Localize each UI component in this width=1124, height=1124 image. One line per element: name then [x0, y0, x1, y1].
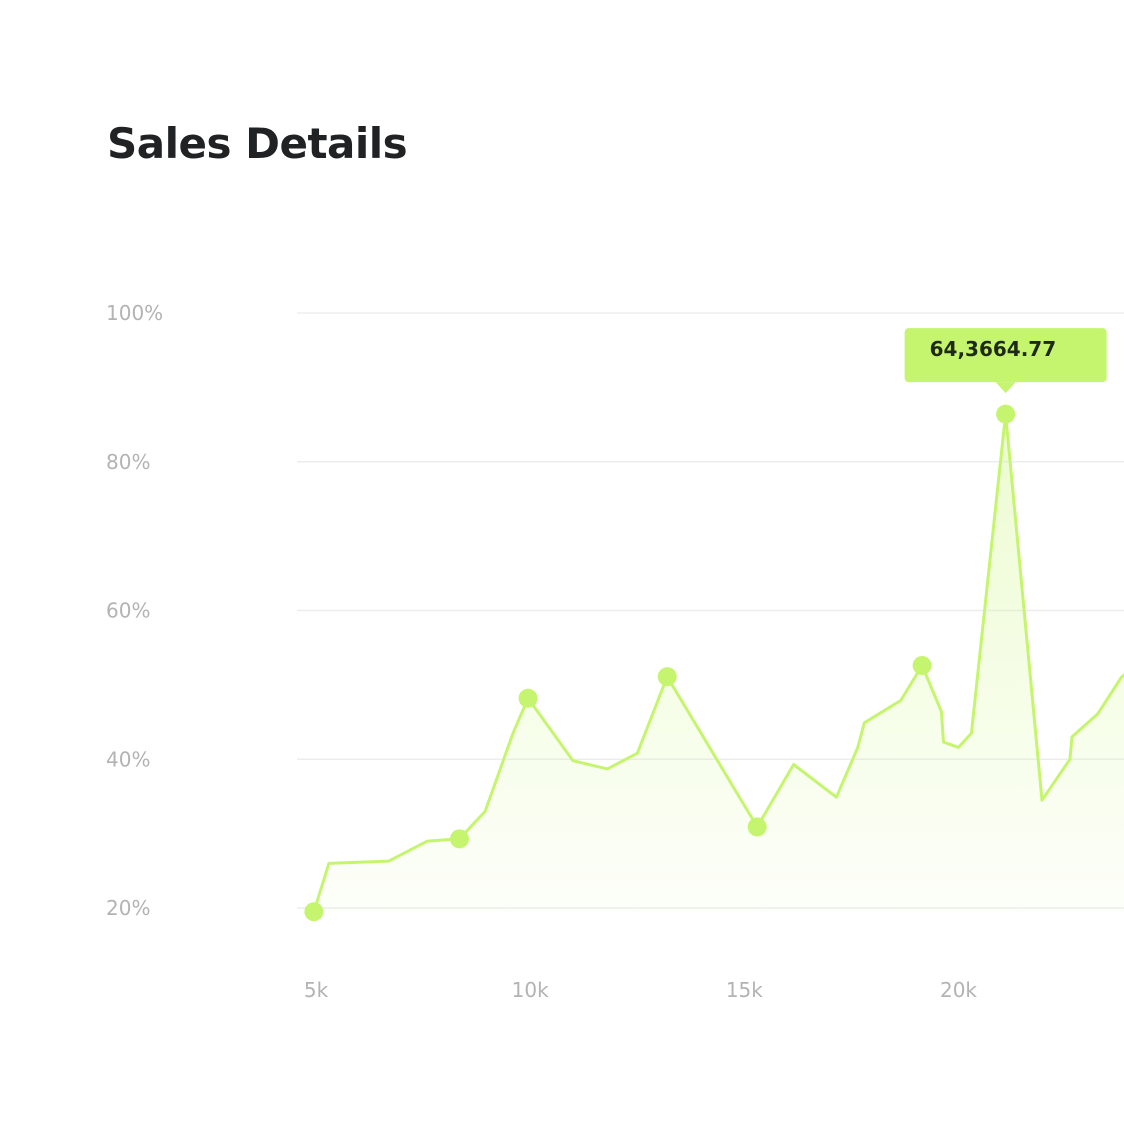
x-axis: 5k 10k 15k 20k	[304, 978, 978, 1002]
data-point[interactable]	[449, 829, 469, 849]
data-point[interactable]	[657, 667, 677, 687]
x-tick-label: 15k	[726, 978, 763, 1002]
y-axis: 20% 40% 60% 80% 100%	[106, 301, 163, 920]
series-sales	[304, 404, 1124, 922]
x-tick-label: 10k	[512, 978, 549, 1002]
y-tick-label: 20%	[106, 896, 150, 920]
data-point[interactable]	[996, 404, 1016, 424]
chart-title: Sales Details	[107, 119, 408, 168]
series-area	[313, 414, 1124, 912]
data-point[interactable]	[747, 817, 767, 837]
y-tick-label: 40%	[106, 747, 150, 771]
tooltip: 64,3664.77	[904, 328, 1107, 394]
tooltip-box	[904, 328, 1107, 383]
y-tick-label: 100%	[106, 301, 163, 325]
y-tick-label: 80%	[106, 450, 150, 474]
tooltip-pointer	[995, 382, 1016, 394]
series-line	[312, 412, 1124, 914]
data-point[interactable]	[304, 902, 324, 922]
data-point[interactable]	[518, 688, 538, 708]
data-point[interactable]	[912, 656, 932, 676]
x-tick-label: 5k	[304, 978, 329, 1002]
y-tick-label: 60%	[106, 599, 150, 623]
tooltip-value: 64,3664.77	[930, 337, 1057, 361]
x-tick-label: 20k	[940, 978, 977, 1002]
